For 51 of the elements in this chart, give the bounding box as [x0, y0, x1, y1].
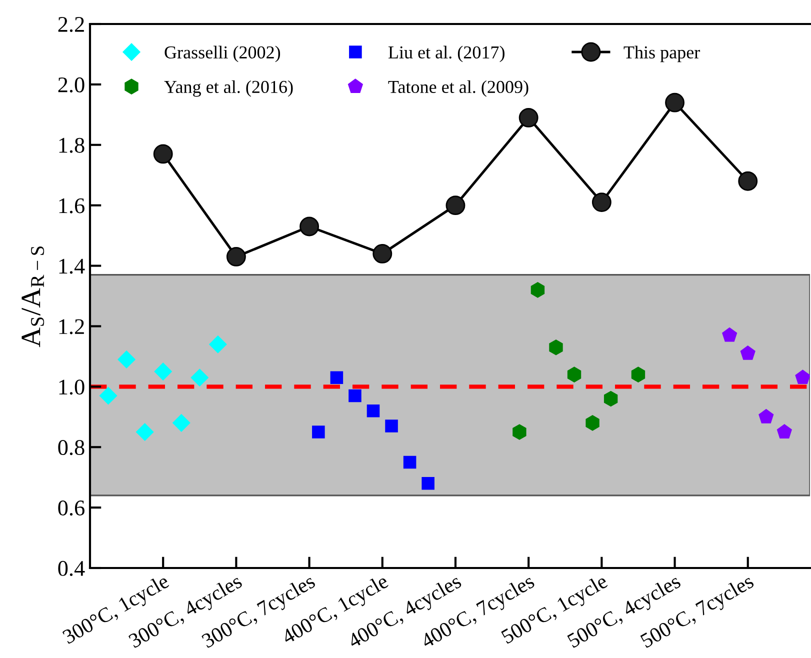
point [512, 424, 526, 440]
y-tick-label: 0.4 [58, 560, 85, 576]
point [172, 414, 190, 432]
y-tick-label: 1.0 [59, 380, 84, 395]
point [567, 366, 582, 382]
point [795, 370, 810, 384]
point [300, 216, 320, 236]
legend-label: This paper [624, 46, 700, 62]
y-tick-label: 0.6 [58, 500, 84, 516]
point [592, 192, 612, 212]
point [518, 108, 538, 128]
point [758, 409, 774, 424]
y-tick-label: 1.8 [59, 138, 84, 153]
point [154, 362, 172, 380]
point [209, 336, 227, 354]
point [118, 350, 136, 368]
legend-label: Grasselli (2002) [164, 46, 280, 62]
point [190, 368, 208, 386]
y-tick-label: 1.2 [59, 319, 84, 334]
y-tick-label: 2.2 [58, 16, 84, 32]
point [422, 476, 434, 490]
point [604, 390, 618, 407]
point [446, 196, 466, 216]
point [366, 404, 380, 418]
y-tick-label: 2.0 [58, 77, 84, 92]
point [738, 171, 758, 191]
point [100, 387, 117, 404]
point [226, 246, 246, 266]
point [348, 389, 362, 402]
point [136, 423, 154, 441]
legend-label: Liu et al. (2017) [388, 46, 504, 62]
point [153, 144, 173, 164]
legend-label: Tatone et al. (2009) [388, 80, 528, 97]
point [631, 366, 646, 382]
point [312, 426, 325, 438]
point [665, 92, 684, 112]
point [385, 420, 398, 432]
point [740, 346, 756, 360]
y-tick-label: 1.6 [59, 198, 84, 214]
point [403, 456, 416, 469]
point [372, 244, 392, 264]
point [722, 328, 738, 342]
y-tick-label: 0.8 [58, 440, 84, 456]
point [549, 340, 563, 356]
point [586, 415, 600, 431]
point [530, 282, 545, 298]
legend-label: Yang et al. (2016) [164, 80, 293, 97]
y-tick-label: 1.4 [59, 258, 85, 274]
point [776, 424, 792, 438]
point [330, 371, 344, 384]
y-axis-title: A$_{S}$/A$_{R−S}$ [22, 246, 44, 348]
